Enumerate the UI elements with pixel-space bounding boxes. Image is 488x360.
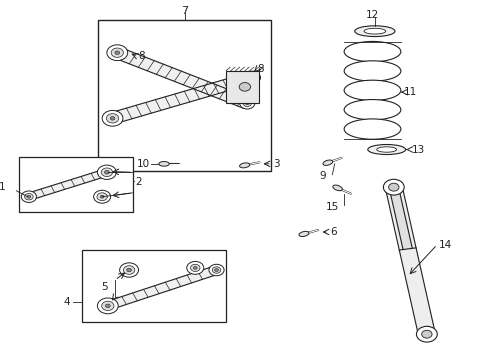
Circle shape (193, 266, 197, 269)
Circle shape (190, 264, 200, 271)
Ellipse shape (344, 61, 400, 81)
Circle shape (21, 191, 37, 202)
Text: 2: 2 (135, 177, 142, 187)
Circle shape (97, 165, 116, 179)
Text: 8: 8 (138, 51, 145, 61)
Circle shape (111, 48, 123, 57)
Text: 3: 3 (273, 159, 279, 169)
Polygon shape (105, 266, 218, 310)
Circle shape (106, 114, 119, 123)
Text: 10: 10 (137, 159, 150, 169)
Text: 4: 4 (63, 297, 70, 307)
Text: 9: 9 (319, 171, 325, 181)
Ellipse shape (363, 28, 385, 34)
Circle shape (126, 268, 131, 272)
Text: 14: 14 (438, 239, 451, 249)
Bar (98, 21, 270, 171)
Circle shape (97, 298, 118, 314)
Ellipse shape (332, 185, 342, 191)
Circle shape (105, 304, 110, 308)
Ellipse shape (344, 80, 400, 100)
Ellipse shape (159, 162, 169, 166)
Circle shape (239, 98, 254, 109)
Text: 8: 8 (257, 64, 264, 74)
Polygon shape (27, 169, 108, 200)
Ellipse shape (344, 100, 400, 120)
Ellipse shape (354, 26, 394, 37)
Circle shape (94, 190, 110, 203)
Ellipse shape (239, 163, 249, 168)
Circle shape (245, 102, 248, 105)
Circle shape (239, 82, 250, 91)
Circle shape (123, 266, 135, 274)
Circle shape (110, 117, 115, 120)
Text: 11: 11 (404, 87, 417, 97)
Bar (225, 71, 259, 103)
Text: 6: 6 (329, 227, 336, 237)
Text: 5: 5 (101, 282, 107, 292)
Circle shape (107, 45, 127, 60)
Polygon shape (388, 186, 411, 249)
Circle shape (421, 330, 431, 338)
Circle shape (416, 326, 436, 342)
Circle shape (101, 168, 112, 176)
Ellipse shape (344, 119, 400, 139)
Circle shape (120, 263, 138, 277)
Circle shape (115, 51, 120, 54)
Circle shape (102, 301, 114, 311)
Circle shape (243, 71, 260, 84)
Circle shape (208, 264, 224, 276)
Ellipse shape (322, 160, 332, 165)
Circle shape (243, 100, 251, 107)
Ellipse shape (344, 41, 400, 62)
Polygon shape (114, 48, 250, 108)
Bar (20, 157, 133, 212)
Circle shape (388, 183, 398, 191)
Ellipse shape (376, 147, 396, 152)
Text: 15: 15 (325, 202, 338, 212)
Text: 12: 12 (365, 10, 378, 20)
Text: 7: 7 (181, 6, 188, 17)
Circle shape (214, 269, 218, 271)
Circle shape (247, 74, 256, 81)
Circle shape (186, 261, 203, 274)
Circle shape (27, 195, 31, 198)
Circle shape (104, 171, 109, 174)
Circle shape (102, 111, 122, 126)
Polygon shape (385, 186, 434, 335)
Circle shape (383, 179, 404, 195)
Circle shape (24, 193, 33, 200)
Ellipse shape (298, 231, 308, 237)
Ellipse shape (367, 144, 405, 154)
Circle shape (100, 195, 104, 198)
Polygon shape (110, 72, 254, 124)
Text: 13: 13 (411, 144, 424, 154)
Circle shape (249, 76, 253, 79)
Bar (81, 250, 225, 321)
Circle shape (97, 193, 107, 201)
Text: 1: 1 (0, 182, 5, 192)
Circle shape (212, 267, 221, 273)
